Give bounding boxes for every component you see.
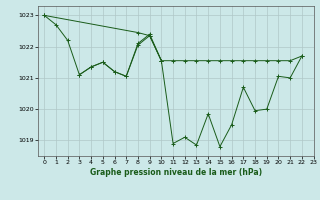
X-axis label: Graphe pression niveau de la mer (hPa): Graphe pression niveau de la mer (hPa) [90,168,262,177]
